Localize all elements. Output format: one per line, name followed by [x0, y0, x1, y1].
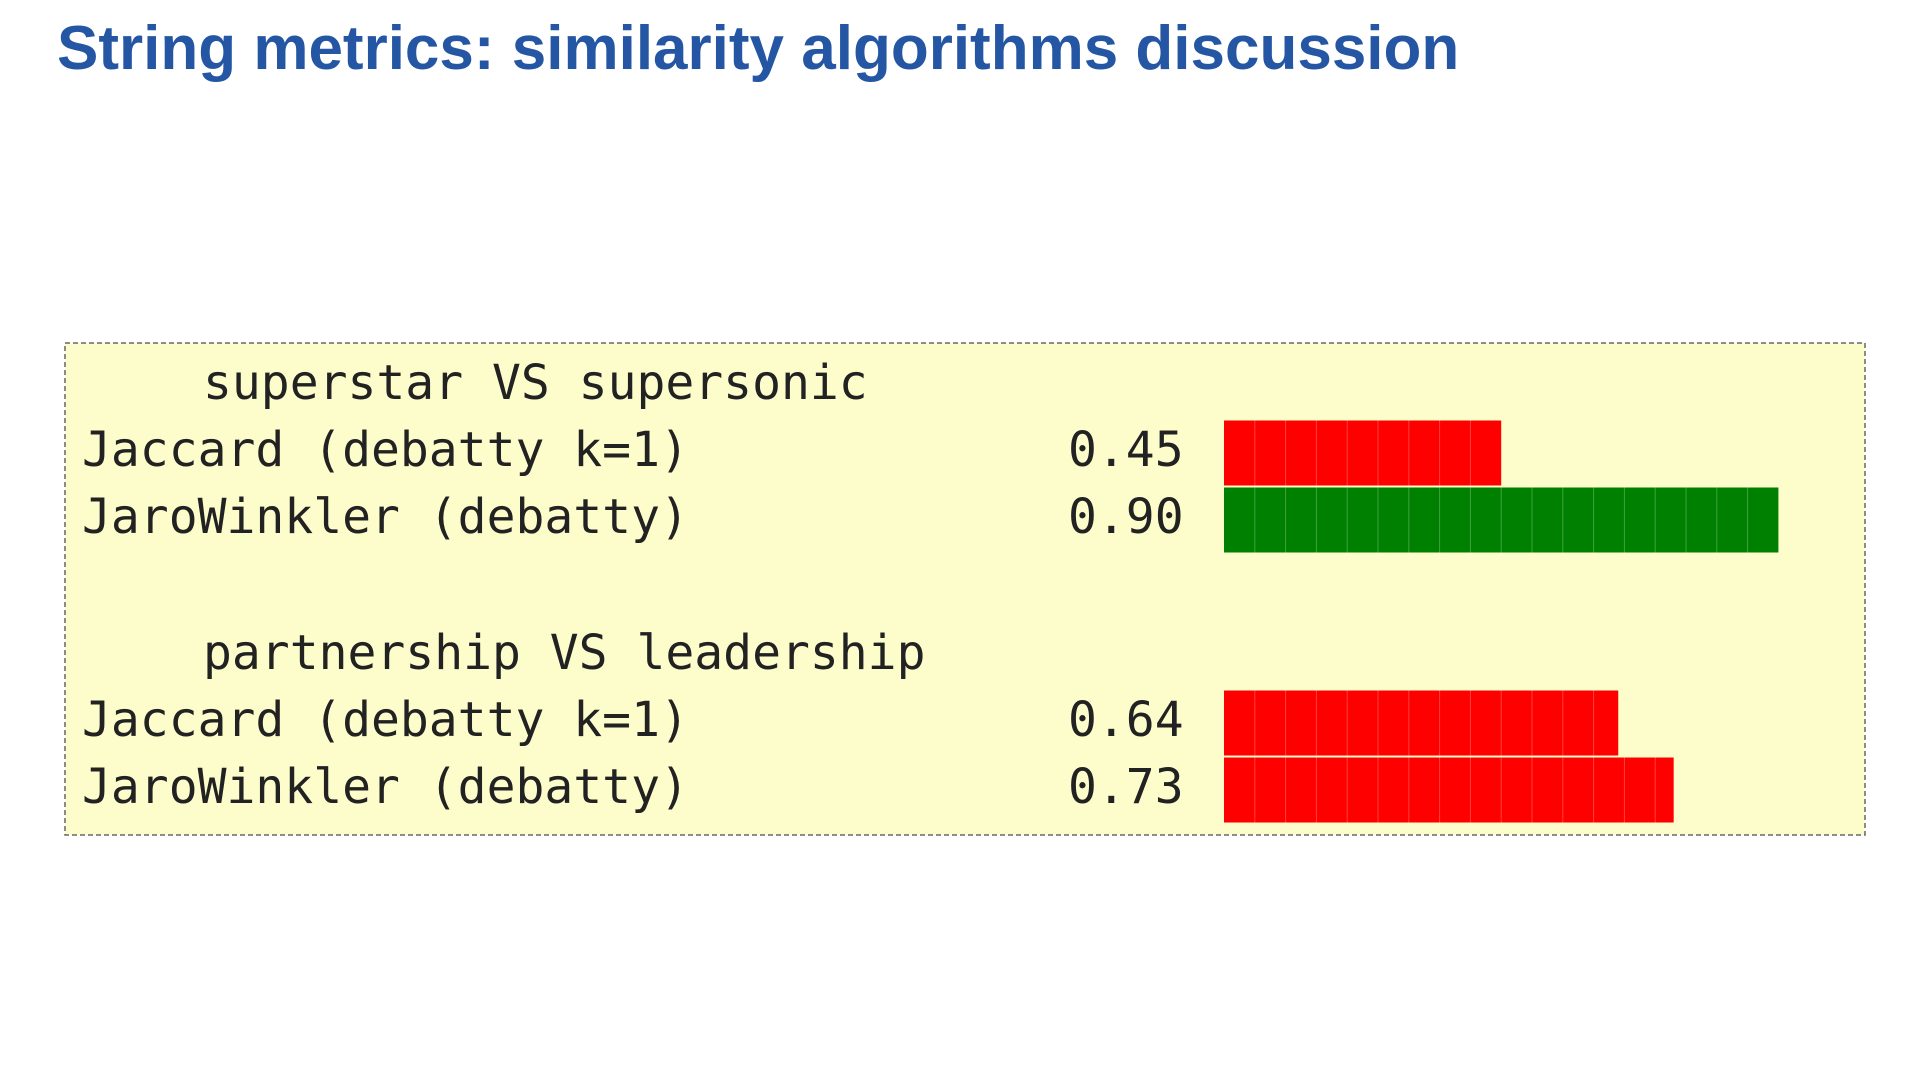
metric-label: Jaccard (debatty k=1) [82, 422, 689, 478]
metric-label: JaroWinkler (debatty) [82, 759, 689, 815]
score-bar [1224, 487, 1779, 553]
metric-score: 0.73 [1068, 759, 1184, 815]
metric-score: 0.64 [1068, 692, 1184, 748]
score-bar [1224, 690, 1619, 756]
metric-label: Jaccard (debatty k=1) [82, 692, 689, 748]
group-heading: partnership VS leadership [203, 625, 925, 681]
score-bar [1224, 420, 1502, 486]
slide-title: String metrics: similarity algorithms di… [57, 14, 1459, 83]
score-bar [1224, 757, 1674, 823]
metric-label: JaroWinkler (debatty) [82, 489, 689, 545]
group-heading: superstar VS supersonic [203, 355, 868, 411]
metric-score: 0.90 [1068, 489, 1184, 545]
metric-score: 0.45 [1068, 422, 1184, 478]
